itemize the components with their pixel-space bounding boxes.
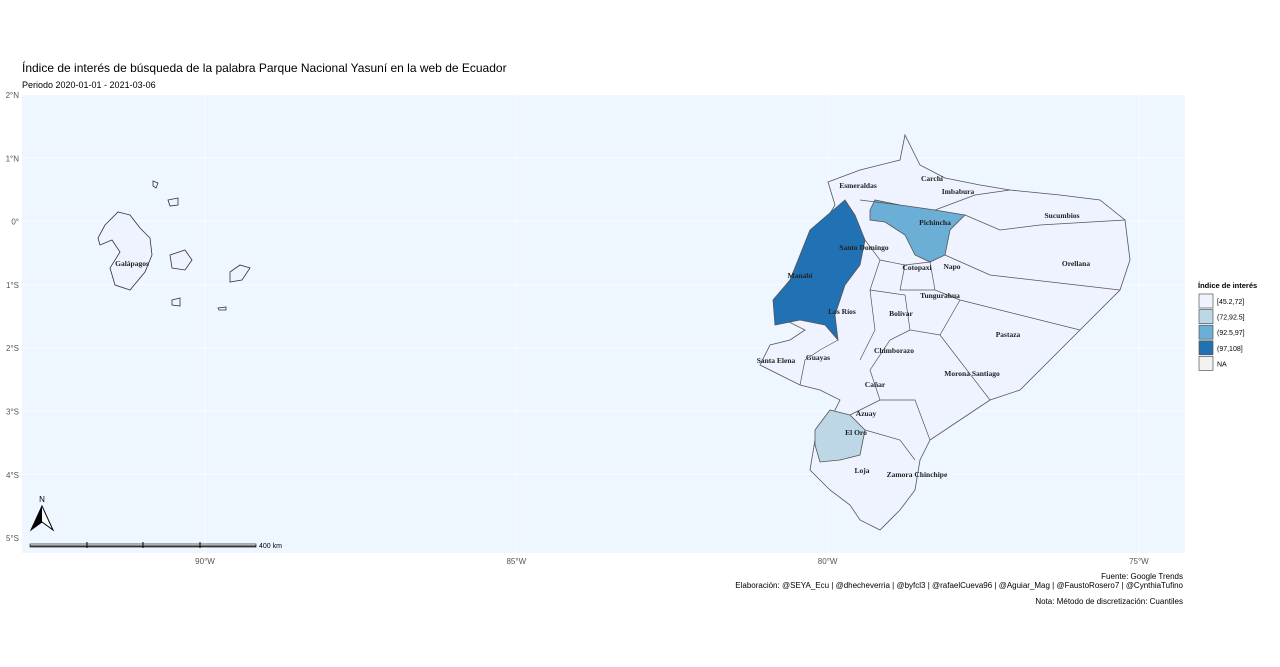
y-axis-label: 1°S — [6, 281, 19, 290]
province-label: El Oro — [845, 428, 867, 437]
province-label: Esmeraldas — [839, 181, 877, 190]
scale-label: 400 km — [259, 543, 282, 550]
legend-swatch — [1198, 309, 1214, 324]
province-label: Tungurahua — [920, 291, 960, 300]
y-axis-label: 1°N — [6, 154, 20, 163]
scale-bar: 400 km — [29, 542, 282, 550]
province-label: Carchi — [921, 174, 943, 183]
province-label: Pichincha — [919, 218, 951, 227]
province-label: Los Ríos — [828, 307, 856, 316]
province-label: Loja — [855, 466, 870, 475]
province-label: Chimborazo — [874, 346, 914, 355]
province-label: Imbabura — [942, 187, 975, 196]
province-label: Morona Santiago — [944, 369, 1000, 378]
north-arrow: N — [29, 495, 55, 532]
credits: Elaboración: @SEYA_Ecu | @dhecheverria |… — [735, 581, 1183, 590]
province-label: Cotopaxi — [902, 263, 931, 272]
province-label: Bolívar — [889, 309, 913, 318]
province-label: Guayas — [806, 353, 830, 362]
y-axis-label: 2°S — [6, 344, 19, 353]
province-label: Sucumbios — [1044, 211, 1079, 220]
note: Nota: Método de discretización: Cuantile… — [1035, 597, 1183, 606]
legend-label: (97,108] — [1217, 346, 1243, 353]
y-axis-label: 3°S — [6, 408, 19, 417]
x-axis-label: 75°W — [1129, 557, 1149, 566]
legend-label: [45.2,72] — [1217, 299, 1244, 306]
galapagos — [97, 180, 251, 311]
legend-swatch — [1198, 324, 1214, 340]
y-axis-label: 4°S — [6, 471, 19, 480]
province-label: Santo Domingo — [839, 243, 889, 252]
legend-label: NA — [1217, 361, 1227, 368]
legend-swatch — [1198, 293, 1214, 309]
province-label: Manabí — [787, 271, 813, 280]
province-label: Cañar — [865, 380, 886, 389]
y-axis-label: 5°S — [6, 534, 19, 543]
legend-label: (92.5,97] — [1217, 330, 1245, 337]
legend-title: Índice de interés — [1198, 281, 1257, 290]
legend-swatch — [1198, 340, 1214, 356]
province-label: Santa Elena — [757, 356, 796, 365]
province-label: Azuay — [856, 409, 877, 418]
province-label: Orellana — [1062, 259, 1090, 268]
legend-label: (72,92.5] — [1217, 315, 1245, 322]
x-axis-label: 80°W — [818, 557, 838, 566]
x-axis-label: 85°W — [506, 557, 526, 566]
north-label: N — [39, 495, 45, 504]
province-label: Galápagos — [115, 259, 149, 268]
y-axis-label: 0° — [11, 218, 19, 227]
y-axis-label: 2°N — [6, 91, 20, 100]
province-label: Napo — [943, 262, 960, 271]
title: Índice de interés de búsqueda de la pala… — [22, 60, 507, 75]
subtitle: Periodo 2020-01-01 - 2021-03-06 — [22, 80, 156, 90]
province-label: Zamora Chinchipe — [887, 470, 948, 479]
mainland — [759, 133, 1131, 531]
x-axis-label: 90°W — [195, 557, 215, 566]
legend-swatch — [1198, 356, 1214, 371]
province-label: Pastaza — [996, 330, 1021, 339]
source: Fuente: Google Trends — [1101, 572, 1183, 581]
